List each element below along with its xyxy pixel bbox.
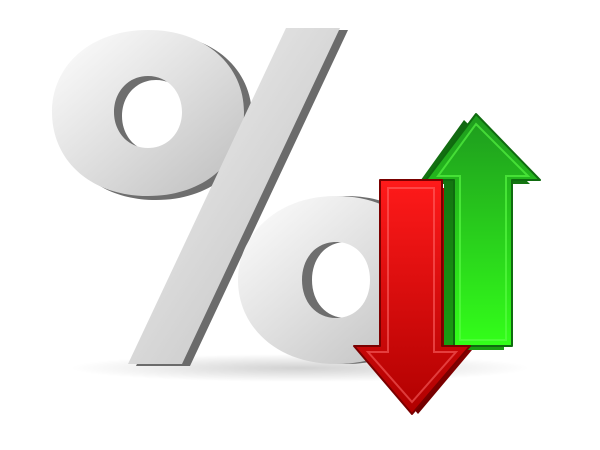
percent-slash bbox=[128, 28, 348, 366]
arrow-up-icon bbox=[418, 113, 541, 350]
percent-top-circle bbox=[52, 30, 252, 200]
arrow-down-icon bbox=[353, 179, 472, 415]
